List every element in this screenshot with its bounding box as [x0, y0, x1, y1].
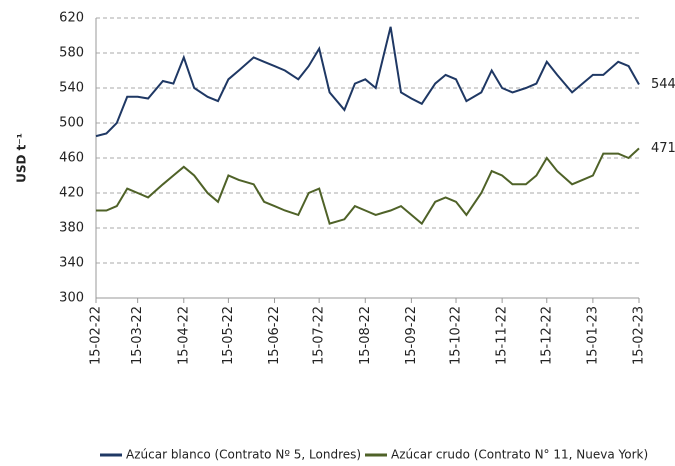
y-tick-label: 340	[59, 256, 84, 271]
y-axis-label: USD t⁻¹	[15, 133, 29, 183]
y-tick-label: 620	[59, 11, 84, 26]
end-label: 471	[651, 141, 675, 156]
x-tick-label: 15-05-22	[221, 306, 236, 365]
x-tick-label: 15-02-22	[89, 306, 104, 365]
x-tick-label: 15-03-22	[130, 306, 145, 365]
y-tick-label: 420	[59, 186, 84, 201]
legend-label: Azúcar blanco (Contrato Nº 5, Londres)	[126, 448, 361, 462]
x-tick-label: 15-06-22	[267, 306, 282, 365]
x-tick-label: 15-02-23	[632, 306, 647, 365]
y-tick-label: 300	[59, 291, 84, 306]
series-line	[96, 147, 640, 226]
x-tick-label: 15-08-22	[358, 306, 373, 365]
x-tick-label: 15-10-22	[449, 306, 464, 365]
x-tick-label: 15-09-22	[404, 306, 419, 365]
x-tick-label: 15-11-22	[495, 306, 510, 365]
end-label: 544	[651, 77, 675, 92]
y-tick-label: 380	[59, 221, 84, 236]
x-tick-label: 15-12-22	[539, 306, 554, 365]
x-tick-label: 15-04-22	[176, 306, 191, 365]
y-tick-label: 460	[59, 151, 84, 166]
y-tick-label: 580	[59, 46, 84, 61]
y-tick-label: 500	[59, 116, 84, 131]
x-tick-label: 15-07-22	[312, 306, 327, 365]
x-tick-label: 15-01-23	[585, 306, 600, 365]
y-tick-label: 540	[59, 81, 84, 96]
legend-label: Azúcar crudo (Contrato N° 11, Nueva York…	[391, 448, 648, 462]
series-line	[95, 26, 640, 138]
